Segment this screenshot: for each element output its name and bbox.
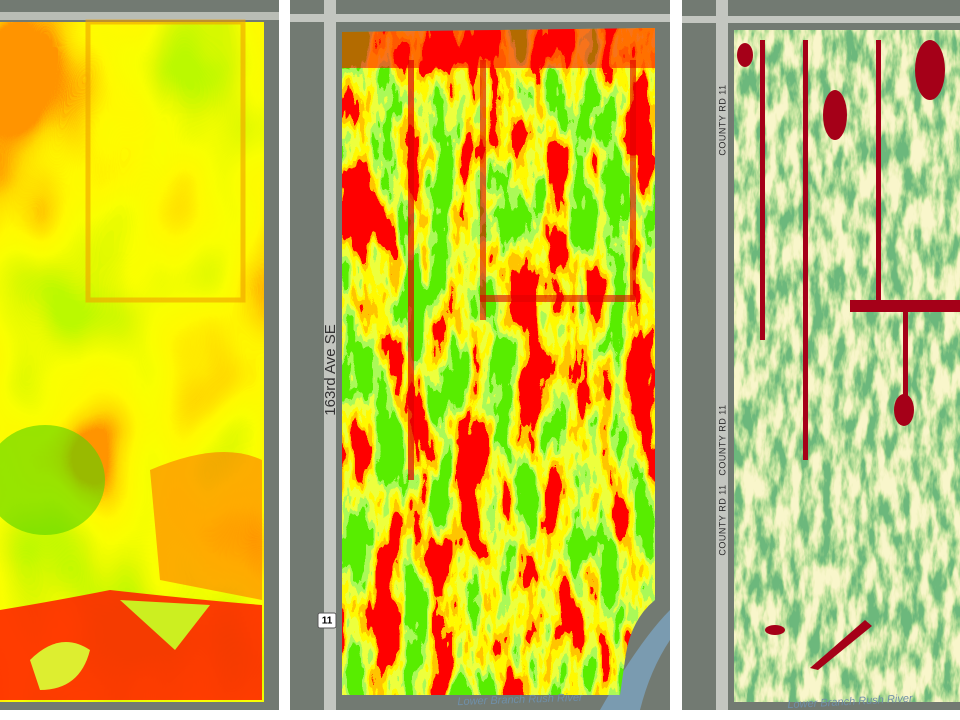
right-panel: COUNTY RD 11 COUNTY RD 11 COUNTY RD 11 L…	[682, 0, 960, 711]
county-road-label: COUNTY RD 11	[717, 404, 727, 475]
road-shield	[317, 612, 337, 629]
wet-spot	[737, 43, 753, 67]
zone	[30, 642, 90, 690]
drain-line	[876, 40, 881, 310]
county-road-label: COUNTY RD 11	[717, 484, 727, 555]
zone	[120, 600, 210, 650]
road-label: 163rd Ave SE	[322, 324, 339, 415]
zone-outline	[85, 19, 246, 303]
drain-line	[630, 60, 636, 300]
road	[0, 12, 279, 20]
road	[324, 0, 336, 710]
road	[716, 0, 728, 710]
county-road-label: COUNTY RD 11	[717, 84, 727, 155]
middle-panel: 163rd Ave SE 11 Lower Branch Rush River	[290, 0, 670, 710]
drain-line	[480, 295, 635, 302]
drain-line	[803, 40, 808, 460]
zone	[342, 28, 655, 68]
river-label: Lower Branch Rush River	[457, 692, 584, 708]
zone	[0, 425, 105, 535]
road	[290, 14, 670, 22]
vegetation-map	[734, 30, 960, 702]
field	[342, 28, 655, 695]
road	[682, 16, 960, 23]
low-zones	[737, 40, 960, 670]
drain-line	[480, 60, 486, 320]
left-panel	[0, 0, 279, 710]
vegetation-map	[342, 28, 655, 695]
wet-spot	[823, 90, 847, 140]
drain-line	[760, 40, 765, 340]
wet-spot	[765, 625, 785, 635]
wet-spot	[915, 40, 945, 100]
wet-spot	[894, 394, 914, 426]
shield-label: 11	[322, 616, 333, 627]
zone	[150, 452, 262, 600]
wet-strip	[810, 620, 872, 670]
drain-line	[903, 305, 908, 405]
drain-line	[408, 60, 414, 480]
